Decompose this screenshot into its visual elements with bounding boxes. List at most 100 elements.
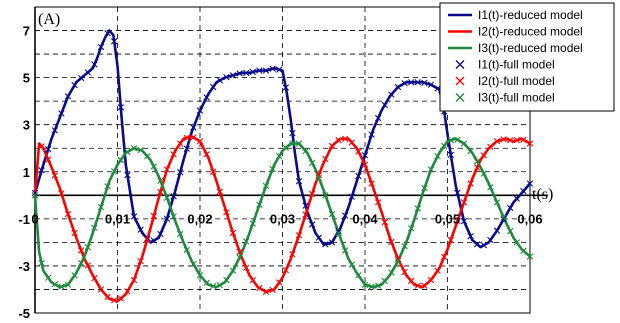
data-marker xyxy=(460,140,468,147)
data-marker xyxy=(124,288,131,295)
data-marker xyxy=(526,253,534,260)
data-marker xyxy=(513,195,520,202)
data-marker xyxy=(520,187,527,195)
data-marker xyxy=(84,243,91,251)
data-marker xyxy=(493,137,501,145)
data-marker xyxy=(295,177,303,185)
data-marker xyxy=(203,279,210,287)
data-marker xyxy=(427,81,435,88)
data-marker xyxy=(388,91,395,98)
data-marker xyxy=(414,205,421,212)
data-marker xyxy=(328,239,336,246)
data-marker xyxy=(177,140,184,147)
data-marker xyxy=(223,209,230,216)
data-marker xyxy=(441,142,448,150)
data-marker xyxy=(487,143,494,151)
x-tick-label: 0,02 xyxy=(187,211,212,226)
data-marker xyxy=(190,260,197,268)
data-marker xyxy=(408,79,415,86)
data-marker xyxy=(309,221,316,228)
data-marker xyxy=(447,236,454,244)
data-marker xyxy=(256,201,263,208)
data-marker xyxy=(97,286,105,293)
data-marker xyxy=(295,140,303,147)
data-marker xyxy=(368,131,375,138)
data-marker xyxy=(421,185,428,192)
data-marker xyxy=(322,192,329,199)
data-marker xyxy=(381,277,388,285)
data-marker xyxy=(348,193,355,200)
data-marker xyxy=(375,282,382,289)
data-marker xyxy=(441,253,448,261)
data-marker xyxy=(117,104,124,111)
data-marker xyxy=(203,151,210,158)
data-marker xyxy=(216,282,223,289)
data-marker xyxy=(302,147,309,155)
x-tick-label: 0,05 xyxy=(435,211,460,226)
data-marker xyxy=(381,218,388,226)
data-marker xyxy=(289,129,296,137)
data-marker xyxy=(507,137,514,144)
x-tick-label: 0,06 xyxy=(517,211,542,226)
data-marker xyxy=(196,107,204,114)
legend-label: I2(t)-full model xyxy=(478,74,555,88)
data-marker xyxy=(500,216,507,223)
y-tick-label: 1 xyxy=(23,165,30,180)
data-marker xyxy=(342,212,349,219)
data-marker xyxy=(269,65,276,72)
data-marker xyxy=(130,213,138,220)
data-marker xyxy=(302,202,309,209)
data-marker xyxy=(355,272,362,279)
y-tick-label: 5 xyxy=(23,71,30,86)
data-marker xyxy=(315,234,322,241)
marker-series xyxy=(31,136,534,290)
data-marker xyxy=(124,148,131,156)
data-marker xyxy=(177,230,184,238)
legend-box xyxy=(439,2,615,112)
data-marker xyxy=(223,276,230,284)
data-marker xyxy=(51,127,58,134)
data-marker xyxy=(38,259,45,267)
data-marker xyxy=(144,236,151,243)
data-marker xyxy=(183,246,190,254)
data-marker xyxy=(480,152,487,159)
data-marker xyxy=(78,247,85,254)
data-marker xyxy=(111,38,118,45)
data-marker xyxy=(249,220,256,227)
y-tick-label: -3 xyxy=(18,259,30,274)
data-marker xyxy=(493,227,501,234)
data-marker xyxy=(361,152,369,159)
data-marker xyxy=(454,218,461,225)
data-marker xyxy=(375,199,382,206)
data-marker xyxy=(97,203,105,211)
data-marker xyxy=(513,137,520,144)
data-marker xyxy=(170,151,177,158)
data-marker xyxy=(78,259,85,267)
data-marker xyxy=(144,235,151,242)
data-marker xyxy=(58,283,65,290)
data-marker xyxy=(38,167,45,174)
legend-swatch-marker xyxy=(455,93,465,102)
data-marker xyxy=(322,155,329,163)
data-marker xyxy=(58,190,65,197)
legend-label: I3(t)-full model xyxy=(478,91,555,105)
y-axis-label: (A) xyxy=(38,11,60,28)
data-marker xyxy=(526,140,534,147)
data-marker xyxy=(196,137,204,145)
grid xyxy=(34,6,531,314)
data-marker xyxy=(104,30,111,37)
data-marker xyxy=(183,134,190,142)
data-marker xyxy=(361,281,369,288)
data-marker xyxy=(91,61,98,68)
data-marker xyxy=(256,284,263,292)
data-marker xyxy=(388,269,395,276)
data-marker xyxy=(229,72,237,79)
data-marker xyxy=(170,213,177,220)
data-marker xyxy=(137,258,144,265)
data-marker xyxy=(45,145,52,153)
data-marker xyxy=(223,73,230,81)
x-tick-label: 0 xyxy=(31,211,38,226)
data-marker xyxy=(157,230,164,238)
data-marker xyxy=(408,277,415,285)
